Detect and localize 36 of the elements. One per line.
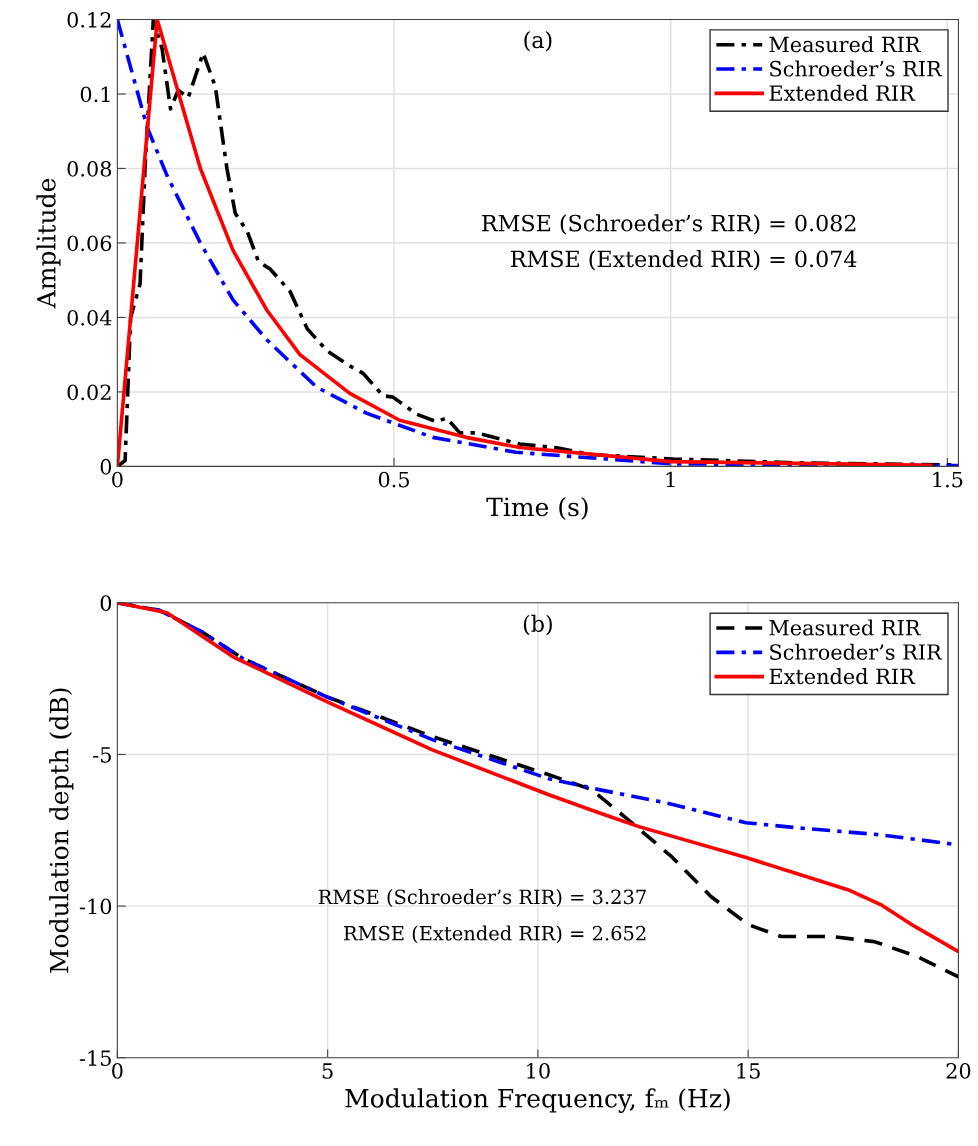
- x-axis-title: Modulation Frequency, fₘ (Hz): [345, 1088, 730, 1113]
- legend-label: Measured RIR: [769, 36, 921, 53]
- y-tick-label: 0: [100, 595, 112, 612]
- y-tick-label: -15: [79, 1050, 111, 1066]
- x-tick-label: 15: [737, 1062, 760, 1079]
- y-tick-label: 0.04: [67, 309, 112, 326]
- legend-label: Schroeder’s RIR: [770, 643, 943, 660]
- y-tick-label: 0.12: [67, 11, 111, 28]
- x-tick-label: 20: [946, 1062, 971, 1079]
- legend-label: Extended RIR: [769, 668, 916, 685]
- annotation: RMSE (Schroeder’s RIR) = 3.237: [318, 889, 646, 907]
- y-tick-label: 0: [100, 458, 112, 475]
- annotation: RMSE (Extended RIR) = 2.652: [344, 925, 646, 944]
- legend-label: Measured RIR: [769, 619, 921, 636]
- y-axis-title: Modulation depth (dB): [49, 688, 74, 973]
- x-tick-label: 0: [112, 471, 123, 488]
- x-tick-label: 10: [527, 1062, 550, 1079]
- annotation: (a): [524, 31, 552, 52]
- legend-label: Extended RIR: [769, 84, 916, 101]
- y-tick-label: -10: [79, 898, 112, 915]
- x-tick-label: 0: [112, 1062, 123, 1079]
- y-tick-label: 0.08: [67, 160, 112, 177]
- x-axis-title: Time (s): [486, 497, 588, 520]
- annotation: RMSE (Schroeder’s RIR) = 0.082: [482, 214, 856, 235]
- x-tick-label: 0.5: [378, 471, 409, 488]
- annotation: RMSE (Extended RIR) = 0.074: [510, 250, 857, 271]
- y-tick-label: 0.06: [67, 235, 112, 252]
- x-tick-label: 1: [666, 471, 675, 488]
- y-axis-title: Amplitude: [36, 178, 61, 309]
- x-tick-label: 5: [322, 1063, 333, 1079]
- annotation: (b): [523, 614, 552, 636]
- y-tick-label: 0.02: [67, 384, 111, 401]
- x-tick-label: 1.5: [933, 471, 963, 488]
- y-tick-label: -5: [93, 747, 111, 763]
- legend-label: Schroeder’s RIR: [770, 60, 943, 77]
- y-tick-label: 0.1: [80, 86, 110, 103]
